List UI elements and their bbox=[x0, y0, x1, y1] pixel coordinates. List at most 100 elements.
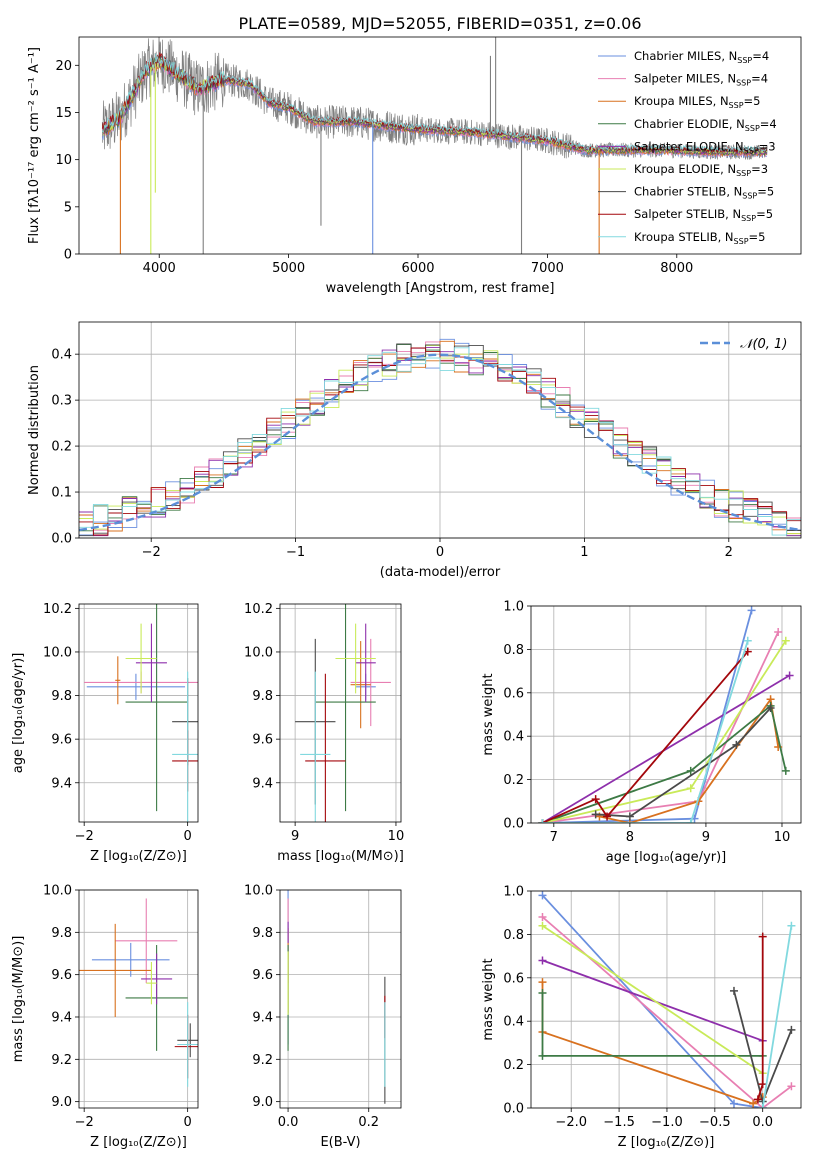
x-axis-label: E(B-V) bbox=[320, 1135, 360, 1150]
mass-weight-marker bbox=[686, 819, 695, 823]
x-tick-label: 4000 bbox=[143, 261, 176, 276]
grid-layer bbox=[280, 889, 401, 1108]
legend-label-suffix: =3 bbox=[759, 139, 776, 153]
mass-weight-marker bbox=[785, 671, 794, 680]
axes-layer: 7 8 9 10 0.0 0.2 0.4 0.6 0.8 1.0 age [log₁₀(age/yr… bbox=[481, 600, 802, 865]
mass-weight-line-3 bbox=[599, 696, 780, 823]
y-tick-label: 9.4 bbox=[51, 1010, 72, 1025]
y-tick-label: 0 bbox=[64, 248, 72, 263]
x-tick-label: −0.5 bbox=[699, 1115, 731, 1130]
axes-frame bbox=[78, 889, 199, 1109]
y-tick-label: 10.2 bbox=[43, 602, 72, 617]
mass-weight-marker bbox=[538, 978, 547, 987]
model-spectrum-line-9 bbox=[101, 53, 768, 153]
y-tick-label: 9.8 bbox=[252, 926, 273, 941]
x-tick-label: 0 bbox=[184, 1115, 192, 1130]
mass-weight-marker bbox=[538, 921, 547, 930]
y-tick-label: 1.0 bbox=[503, 885, 524, 900]
plot-area bbox=[84, 604, 198, 822]
y-tick-label: 0.8 bbox=[503, 643, 524, 658]
plot-area bbox=[538, 891, 796, 1108]
y-tick-label: 10.0 bbox=[43, 645, 72, 660]
y-tick-label: 5 bbox=[64, 200, 72, 215]
y-axis-label: mass [log₁₀(M/M⊙)] bbox=[11, 936, 26, 1063]
mass-vs-Z-chart: −2 0 9.0 9.2 9.4 9.6 9.8 10.0 Z [log₁₀(Z/Z⊙)] mas… bbox=[11, 884, 199, 1150]
y-tick-label: 9.6 bbox=[51, 968, 72, 983]
legend-label-main: Chabrier ELODIE, N bbox=[634, 117, 745, 131]
legend-label-7: Chabrier STELIB, NSSP=5 bbox=[634, 185, 774, 201]
x-tick-label: −2 bbox=[75, 1115, 94, 1130]
mass-weight-marker bbox=[781, 636, 790, 645]
mass-weight-marker bbox=[753, 1095, 762, 1104]
model-spectrum-line-7 bbox=[101, 54, 768, 155]
legend-label-main: Kroupa MILES, N bbox=[634, 94, 729, 108]
legend-label-sub: SSP bbox=[729, 101, 744, 110]
y-tick-label: 0.0 bbox=[51, 532, 72, 547]
legend-label-main: Kroupa ELODIE, N bbox=[634, 162, 736, 176]
y-tick-label: 0.4 bbox=[503, 1015, 524, 1030]
x-tick-label: 10 bbox=[774, 830, 791, 845]
plot-area bbox=[79, 338, 801, 537]
y-tick-label: 9.8 bbox=[51, 926, 72, 941]
y-tick-label: 0.4 bbox=[51, 348, 72, 363]
y-tick-label: 10.2 bbox=[244, 602, 273, 617]
axes-frame bbox=[78, 36, 802, 255]
axes-layer: 9 10 9.4 9.6 9.8 10.0 10.2 mass [log₁₀(M/M⊙)] bbox=[244, 602, 404, 864]
mass-weight-marker bbox=[747, 606, 756, 615]
legend-label-main: Chabrier MILES, N bbox=[634, 49, 737, 63]
mass-weight-marker bbox=[625, 812, 634, 821]
mass-weight-marker bbox=[603, 812, 612, 821]
x-tick-label: 10 bbox=[388, 829, 405, 844]
mass-weight-marker bbox=[743, 636, 752, 645]
legend-label-sub: SSP bbox=[741, 214, 756, 223]
y-tick-label: 1.0 bbox=[503, 600, 524, 615]
legend-label-sub: SSP bbox=[745, 124, 760, 133]
x-axis-label: mass [log₁₀(M/M⊙)] bbox=[277, 849, 404, 864]
y-tick-label: 9.6 bbox=[252, 733, 273, 748]
axes-layer: −2 0 9.0 9.2 9.4 9.6 9.8 10.0 Z [log₁₀(Z/Z⊙)] mas… bbox=[11, 884, 199, 1150]
y-tick-label: 0.1 bbox=[51, 486, 72, 501]
y-axis-label: mass weight bbox=[481, 958, 496, 1040]
legend-label-main: Salpeter STELIB, N bbox=[634, 207, 741, 221]
mass-weight-marker bbox=[686, 784, 695, 793]
mass-weight-line-7 bbox=[595, 707, 772, 818]
mass-weight-marker bbox=[787, 921, 796, 930]
mass-weight-marker bbox=[591, 810, 600, 819]
y-tick-label: 0.6 bbox=[503, 971, 524, 986]
x-tick-label: 2 bbox=[725, 545, 733, 560]
mass-weight-line-4 bbox=[541, 993, 763, 1057]
mass-vs-ebv-chart: 0.0 0.2 9.0 9.2 9.4 9.6 9.8 10.0 E(B-V) bbox=[244, 884, 402, 1150]
plot-area bbox=[79, 898, 198, 1087]
y-tick-label: 9.4 bbox=[252, 776, 273, 791]
x-tick-label: −2.0 bbox=[555, 1115, 587, 1130]
mass-weight-marker bbox=[758, 1104, 767, 1108]
mass-weight-line-5 bbox=[541, 674, 791, 823]
histogram-step-9 bbox=[79, 347, 801, 536]
legend-label-main: Chabrier STELIB, N bbox=[634, 185, 742, 199]
mass-weight-marker bbox=[787, 1082, 796, 1091]
x-tick-label: −1.5 bbox=[603, 1115, 635, 1130]
x-tick-label: 0.0 bbox=[752, 1115, 773, 1130]
axes-frame bbox=[78, 603, 199, 823]
legend-label-sub: SSP bbox=[742, 192, 757, 201]
grid-layer bbox=[79, 604, 198, 822]
y-tick-label: 15 bbox=[55, 106, 72, 121]
axes-layer: −2.0 −1.5 −1.0 −0.5 0.0 0.0 0.2 0.4 0.6 0.8 1.0 Z [… bbox=[481, 885, 802, 1150]
legend-label-8: Salpeter STELIB, NSSP=5 bbox=[634, 207, 773, 223]
y-tick-label: 0.3 bbox=[51, 394, 72, 409]
x-tick-label: 5000 bbox=[272, 261, 305, 276]
mass-weight-line-6 bbox=[541, 924, 764, 1075]
mass-weight-marker bbox=[781, 766, 790, 775]
legend-label-sub: SSP bbox=[734, 237, 749, 246]
mass-weight-marker bbox=[729, 986, 738, 995]
mass-weight-line-8 bbox=[542, 651, 749, 823]
mass-weight-line-8 bbox=[757, 936, 764, 1100]
y-tick-label: 0.2 bbox=[51, 440, 72, 455]
x-tick-label: 0.2 bbox=[358, 1115, 379, 1130]
mass-weight-marker bbox=[787, 1025, 796, 1034]
legend-label-main: Salpeter MILES, N bbox=[634, 72, 736, 86]
y-tick-label: 0.0 bbox=[503, 817, 524, 832]
legend-label-9: Kroupa STELIB, NSSP=5 bbox=[634, 230, 765, 246]
